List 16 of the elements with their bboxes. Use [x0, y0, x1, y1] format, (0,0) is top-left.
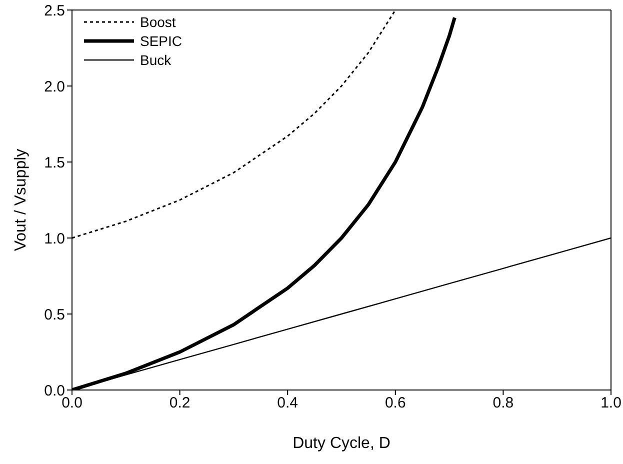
- y-axis-title: Vout / Vsupply: [12, 148, 30, 252]
- x-tick-label: 0.0: [62, 394, 82, 412]
- y-tick-label: 0.5: [44, 306, 65, 324]
- y-tick-label: 1.0: [44, 230, 65, 248]
- x-tick-label: 0.4: [277, 394, 298, 412]
- y-tick-label: 2.5: [44, 2, 65, 20]
- legend-label: Buck: [140, 52, 172, 68]
- x-axis-title: Duty Cycle, D: [292, 435, 390, 452]
- y-tick-label: 1.5: [44, 154, 65, 172]
- x-tick-label: 0.2: [169, 394, 190, 412]
- legend-label: Boost: [140, 14, 176, 30]
- y-tick-label: 2.0: [44, 78, 65, 96]
- x-tick-label: 0.8: [492, 394, 514, 412]
- legend-label: SEPIC: [140, 32, 182, 48]
- x-tick-label: 0.6: [384, 394, 406, 412]
- x-tick-label: 1.0: [600, 394, 622, 412]
